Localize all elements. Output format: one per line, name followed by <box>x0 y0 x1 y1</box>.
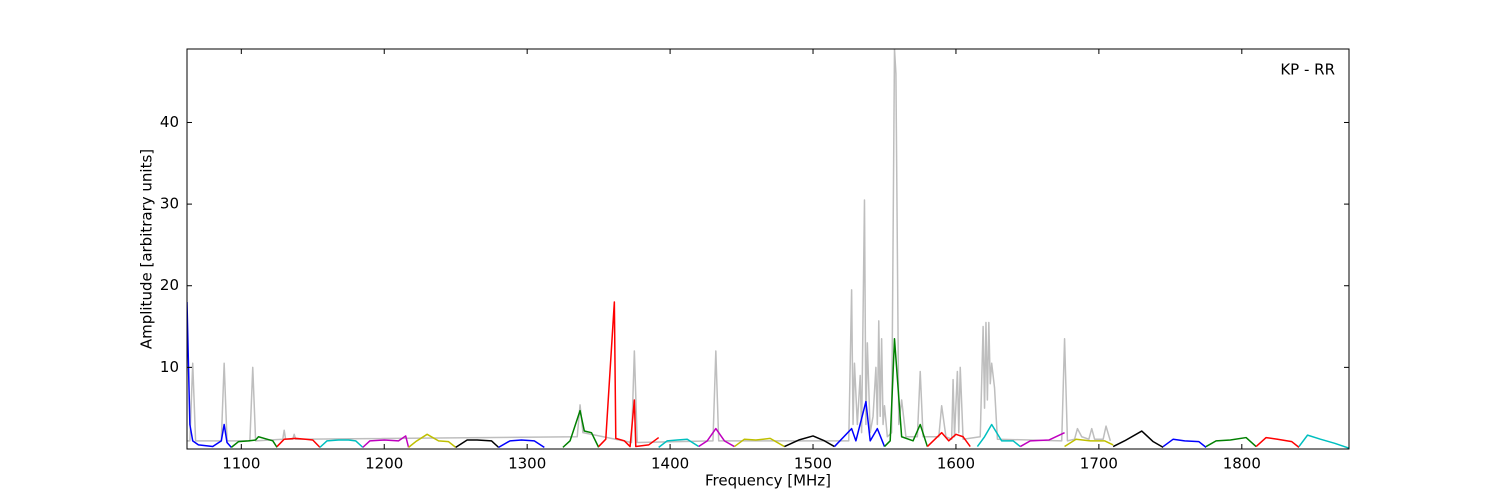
series-line <box>733 437 785 448</box>
x-tick-label: 1500 <box>794 455 832 473</box>
x-tick-label: 1800 <box>1223 455 1261 473</box>
x-tick-label: 1300 <box>508 455 546 473</box>
series-line <box>926 431 971 448</box>
series-line <box>883 338 929 448</box>
series-line <box>276 437 321 448</box>
series-line <box>498 439 545 449</box>
series-line <box>833 400 886 448</box>
y-axis-label: Amplitude [arbitrary units] <box>138 149 156 349</box>
y-tick-label: 30 <box>160 195 179 213</box>
series-line <box>1298 434 1349 449</box>
series-line <box>658 438 700 448</box>
y-tick-label: 20 <box>160 276 179 294</box>
series-line <box>1255 436 1300 448</box>
series-line <box>1205 436 1257 448</box>
series-line <box>319 439 364 448</box>
series-line <box>1162 438 1207 448</box>
series-line <box>976 423 1021 448</box>
series-line <box>230 436 278 448</box>
x-tick-label: 1200 <box>365 455 403 473</box>
series-line <box>1064 438 1114 448</box>
series-line <box>455 439 500 449</box>
y-tick-label: 10 <box>160 358 179 376</box>
series-line <box>784 435 835 448</box>
series-line <box>408 433 457 448</box>
series-line <box>562 409 600 448</box>
series-line <box>598 301 660 448</box>
x-tick-label: 1100 <box>222 455 260 473</box>
y-tick-label: 40 <box>160 113 179 131</box>
series-line <box>1019 431 1065 448</box>
plot-lines <box>187 49 1349 449</box>
x-tick-label: 1400 <box>651 455 689 473</box>
series-line <box>187 49 1112 444</box>
series-line <box>1112 430 1164 449</box>
plot-frame <box>186 48 1350 450</box>
x-axis-label: Frequency [MHz] <box>705 472 831 490</box>
series-line <box>187 302 232 448</box>
series-line <box>362 435 410 448</box>
annotation: KP - RR <box>1280 61 1335 79</box>
x-tick-label: 1600 <box>937 455 975 473</box>
x-tick-label: 1700 <box>1080 455 1118 473</box>
series-line <box>698 427 735 448</box>
